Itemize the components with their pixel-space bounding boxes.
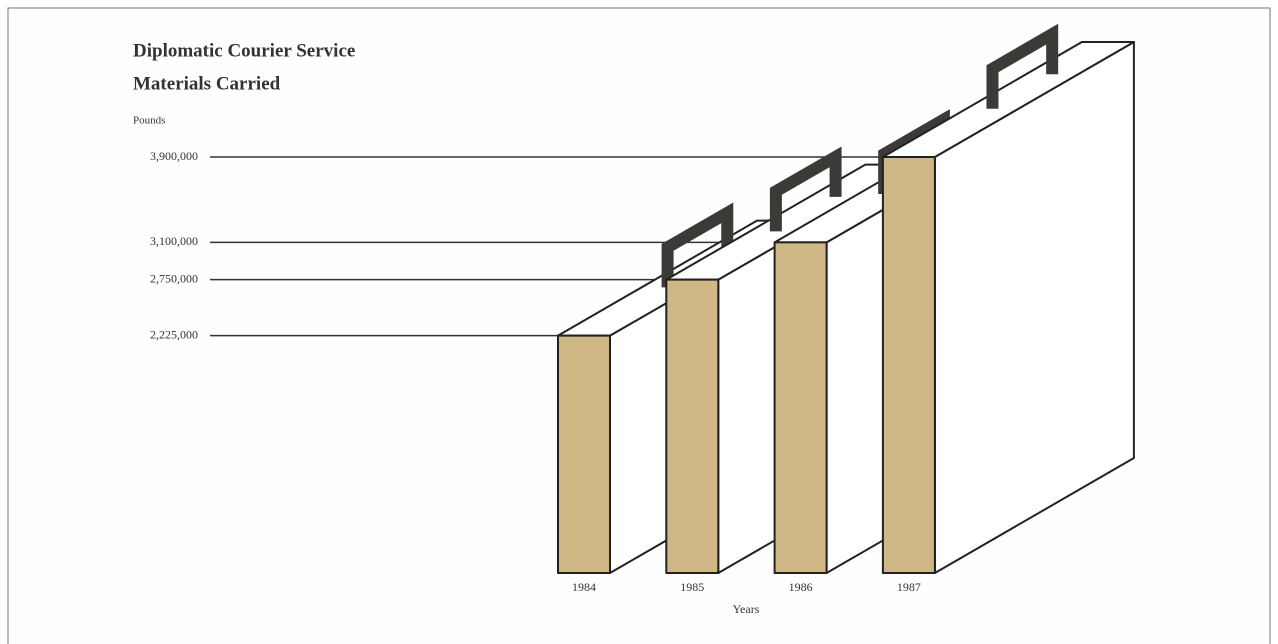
bar [881,156,936,574]
bar [665,278,720,574]
briefcase-handle [986,23,1059,109]
y-axis-label: Pounds [133,115,165,127]
y-tick-label: 3,100,000 [150,234,198,248]
x-tick-label: 1985 [680,580,704,594]
y-tick-label: 3,900,000 [150,149,198,163]
y-tick-label: 2,225,000 [150,327,198,341]
briefcase-handle [661,202,734,288]
x-tick-label: 1987 [897,580,921,594]
bar [773,241,828,574]
briefcase-handle [769,146,842,232]
x-tick-label: 1986 [789,580,813,594]
bar [557,334,611,574]
chart-title: Materials Carried [133,73,281,94]
y-tick-label: 2,750,000 [150,271,198,285]
chart-title: Diplomatic Courier Service [133,40,355,61]
x-tick-label: 1984 [572,580,596,594]
x-axis-label: Years [733,602,760,616]
